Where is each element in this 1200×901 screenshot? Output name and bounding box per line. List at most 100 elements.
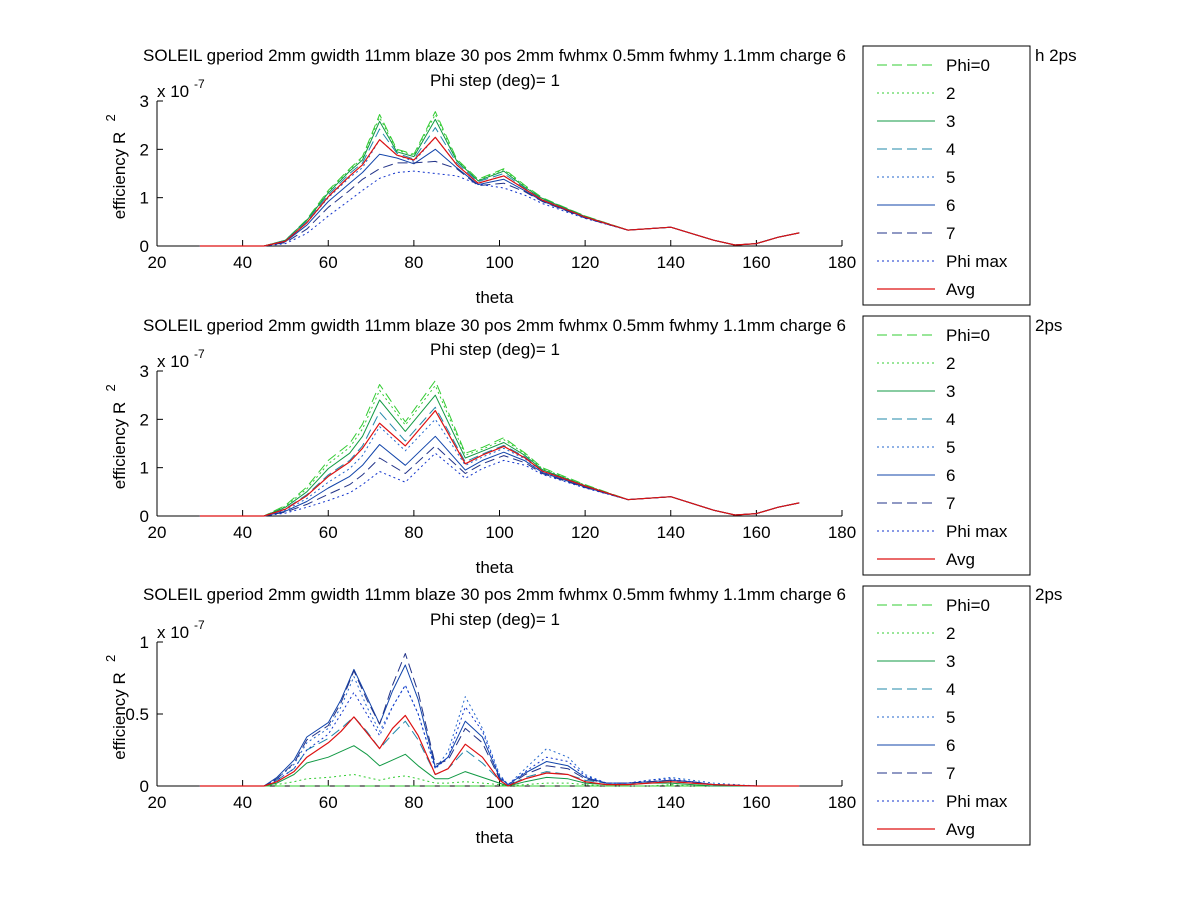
subplot-2: SOLEIL gperiod 2mm gwidth 11mm blaze 30 … [103,315,1062,577]
y-tick-label: 0 [140,237,149,256]
legend-entry-label: Phi max [946,792,1008,811]
y-multiplier: x 10 [157,82,189,101]
legend-entry-label: 5 [946,438,955,457]
legend-entry-label: 6 [946,196,955,215]
x-axis-label: theta [476,558,514,577]
chart-title: SOLEIL gperiod 2mm gwidth 11mm blaze 30 … [143,585,846,604]
legend-entry-label: 4 [946,140,955,159]
y-multiplier-exponent: -7 [194,77,205,91]
y-axis-label: efficiency R [110,402,129,490]
y-axis-label-group: efficiency R 2 [103,655,129,760]
subplot-1: SOLEIL gperiod 2mm gwidth 11mm blaze 30 … [103,45,1077,307]
legend-box [862,585,1031,846]
series-line-9 [199,714,800,787]
x-tick-label: 140 [657,793,685,812]
series-lines [199,653,800,787]
x-tick-label: 140 [657,253,685,272]
legend-entry-label: Avg [946,820,975,839]
y-axis-label-superscript: 2 [103,384,118,391]
x-tick-label: 40 [233,253,252,272]
x-tick-label: 180 [828,523,856,542]
series-line-9 [199,136,800,247]
series-line-2 [199,114,800,247]
y-tick-label: 1 [140,459,149,478]
x-tick-label: 140 [657,523,685,542]
y-axis-label-group: efficiency R 2 [103,384,129,489]
y-axis-label-superscript: 2 [103,114,118,121]
chart-title: SOLEIL gperiod 2mm gwidth 11mm blaze 30 … [143,46,846,65]
legend-entry-label: Phi max [946,522,1008,541]
y-tick-label: 1 [140,633,149,652]
legend-entry-label: Phi=0 [946,326,990,345]
series-line-7 [199,653,800,787]
series-lines [199,111,800,247]
legend-entry-label: 7 [946,494,955,513]
y-tick-label: 2 [140,140,149,159]
x-tick-label: 20 [148,523,167,542]
series-line-9 [199,410,800,517]
y-tick-label: 1 [140,189,149,208]
legend: Phi=0 2 3 4 5 6 7 Phi max Avg [862,45,1031,306]
x-tick-label: 80 [404,523,423,542]
x-tick-label: 100 [485,793,513,812]
x-tick-label: 160 [742,793,770,812]
legend-box [862,315,1031,576]
legend-entry-label: 3 [946,382,955,401]
legend-entry-label: 7 [946,764,955,783]
legend-entry-label: 5 [946,708,955,727]
y-tick-label: 0 [140,777,149,796]
x-tick-label: 60 [319,253,338,272]
x-tick-label: 120 [571,523,599,542]
legend: Phi=0 2 3 4 5 6 7 Phi max Avg [862,585,1031,846]
chart-title-tail: 2ps [1035,585,1062,604]
legend-entry-label: 6 [946,466,955,485]
y-tick-label: 0 [140,507,149,526]
x-tick-label: 80 [404,253,423,272]
legend-entry-label: Phi max [946,252,1008,271]
y-multiplier-exponent: -7 [194,347,205,361]
x-tick-label: 60 [319,523,338,542]
legend-entry-label: 2 [946,354,955,373]
legend-entry-label: 7 [946,224,955,243]
series-lines [199,380,800,517]
x-tick-label: 160 [742,523,770,542]
x-tick-label: 20 [148,253,167,272]
legend-entry-label: 5 [946,168,955,187]
y-axis-label-group: efficiency R 2 [103,114,129,219]
y-axis-label: efficiency R [110,132,129,220]
chart-title-tail: h 2ps [1035,46,1077,65]
legend-entry-label: 2 [946,84,955,103]
x-tick-label: 40 [233,523,252,542]
chart-title: SOLEIL gperiod 2mm gwidth 11mm blaze 30 … [143,316,846,335]
legend-entry-label: Avg [946,550,975,569]
y-multiplier: x 10 [157,623,189,642]
x-tick-label: 100 [485,253,513,272]
x-axis-label: theta [476,288,514,307]
x-tick-label: 160 [742,253,770,272]
legend-entry-label: Phi=0 [946,596,990,615]
y-axis-label-superscript: 2 [103,655,118,662]
x-tick-label: 80 [404,793,423,812]
x-tick-label: 40 [233,793,252,812]
legend: Phi=0 2 3 4 5 6 7 Phi max Avg [862,315,1031,576]
x-tick-label: 60 [319,793,338,812]
y-axis-label: efficiency R [110,672,129,760]
y-tick-label: 3 [140,362,149,381]
legend-entry-label: 2 [946,624,955,643]
legend-entry-label: 4 [946,410,955,429]
chart-subtitle: Phi step (deg)= 1 [430,340,560,359]
legend-entry-label: 6 [946,736,955,755]
y-multiplier-exponent: -7 [194,618,205,632]
legend-entry-label: Phi=0 [946,56,990,75]
y-tick-label: 0.5 [125,705,149,724]
legend-entry-label: 3 [946,112,955,131]
legend-entry-label: 3 [946,652,955,671]
y-tick-label: 2 [140,410,149,429]
x-tick-label: 180 [828,253,856,272]
subplot-3: SOLEIL gperiod 2mm gwidth 11mm blaze 30 … [103,585,1062,847]
series-line-2 [199,385,800,517]
chart-subtitle: Phi step (deg)= 1 [430,610,560,629]
x-tick-label: 100 [485,523,513,542]
series-line-8 [199,684,800,787]
legend-entry-label: 4 [946,680,955,699]
